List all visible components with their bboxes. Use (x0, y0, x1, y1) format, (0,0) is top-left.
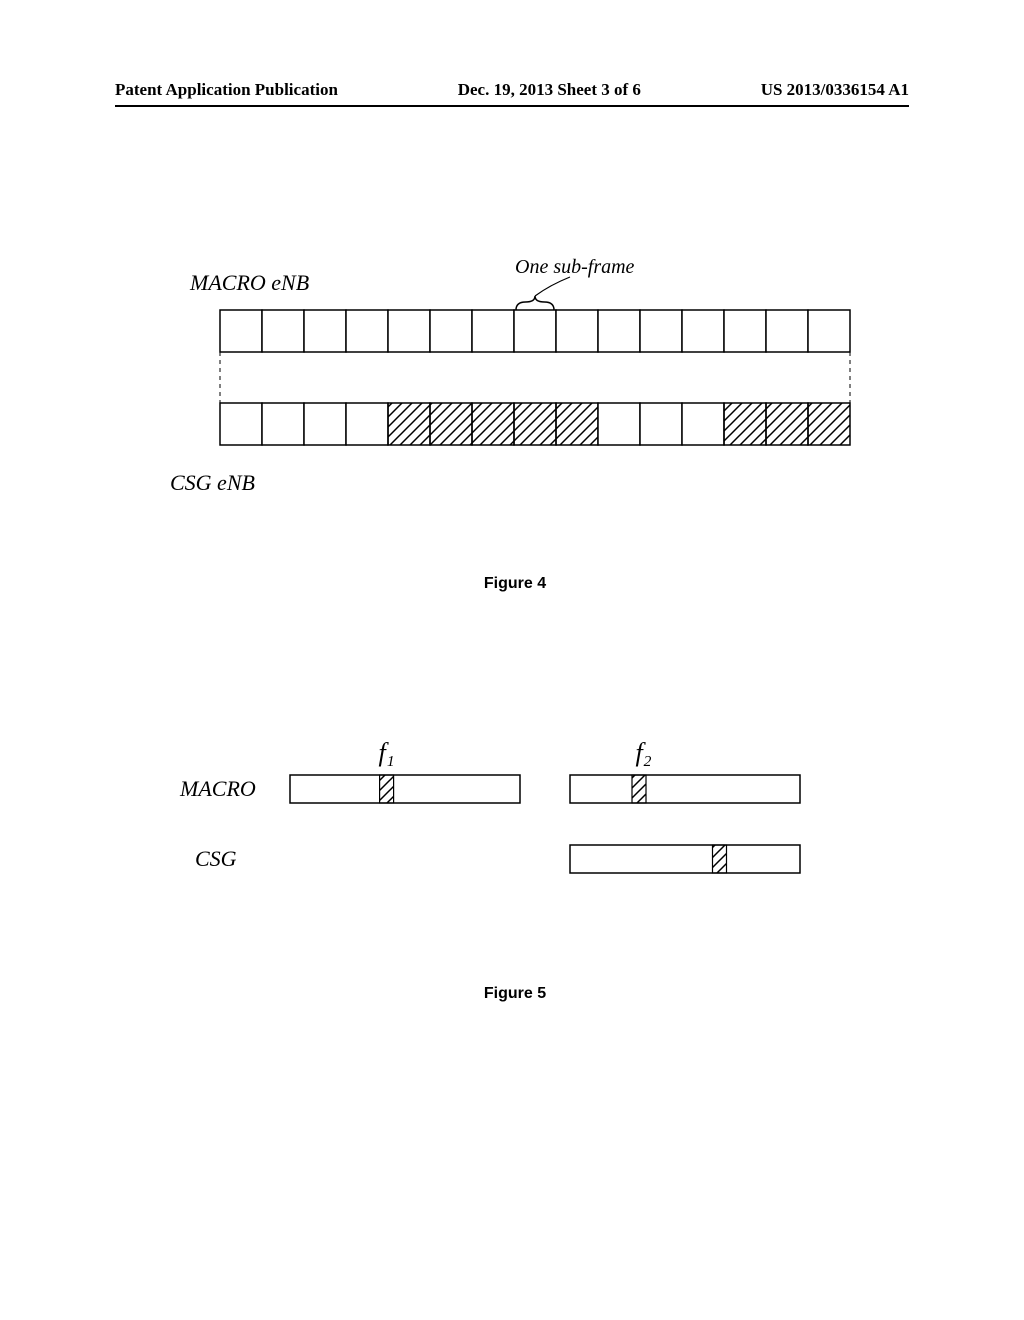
subframe-cell (808, 310, 850, 352)
subframe-cell (388, 403, 430, 445)
hatch-band (713, 845, 727, 873)
hatch-band (632, 775, 646, 803)
header-rule (115, 105, 909, 107)
subframe-cell (724, 310, 766, 352)
subframe-cell (262, 310, 304, 352)
subframe-cell (724, 403, 766, 445)
subframe-cell (640, 403, 682, 445)
figure5-csg-label: CSG (195, 846, 237, 871)
subframe-cell (388, 310, 430, 352)
subframe-cell (808, 403, 850, 445)
figure-4-caption: Figure 4 (415, 575, 615, 593)
f2-label: f₂ (635, 738, 651, 767)
header-right: US 2013/0336154 A1 (761, 80, 909, 100)
subframe-cell (556, 310, 598, 352)
figure-5-caption: Figure 5 (415, 985, 615, 1003)
subframe-cell (220, 403, 262, 445)
subframe-cell (262, 403, 304, 445)
figure5-macro-label: MACRO (179, 776, 256, 801)
frequency-bar (570, 845, 800, 873)
subframe-cell (682, 310, 724, 352)
subframe-cell (598, 403, 640, 445)
subframe-cell (682, 403, 724, 445)
frequency-bar (290, 775, 520, 803)
figure4-subframe-label: One sub-frame (515, 256, 635, 278)
subframe-cell (556, 403, 598, 445)
subframe-cell (472, 403, 514, 445)
figure4-csg-label: CSG eNB (170, 470, 255, 495)
subframe-cell (346, 310, 388, 352)
subframe-cell (430, 403, 472, 445)
subframe-cell (304, 403, 346, 445)
subframe-cell (598, 310, 640, 352)
hatch-band (380, 775, 394, 803)
subframe-cell (220, 310, 262, 352)
subframe-cell (304, 310, 346, 352)
f1-label: f₁ (378, 738, 394, 767)
figure-5-svg: f₁ f₂ MACRO CSG (160, 720, 880, 940)
subframe-cell (514, 310, 556, 352)
subframe-cell (766, 403, 808, 445)
header-center: Dec. 19, 2013 Sheet 3 of 6 (458, 80, 641, 100)
subframe-cell (766, 310, 808, 352)
subframe-cell (430, 310, 472, 352)
frequency-bar (570, 775, 800, 803)
figure-4-svg: MACRO eNB CSG eNB One sub-frame (160, 255, 880, 515)
subframe-cell (640, 310, 682, 352)
header-left: Patent Application Publication (115, 80, 338, 100)
page-header: Patent Application Publication Dec. 19, … (115, 80, 909, 100)
figure4-macro-label: MACRO eNB (189, 270, 309, 295)
subframe-cell (472, 310, 514, 352)
subframe-cell (514, 403, 556, 445)
subframe-cell (346, 403, 388, 445)
